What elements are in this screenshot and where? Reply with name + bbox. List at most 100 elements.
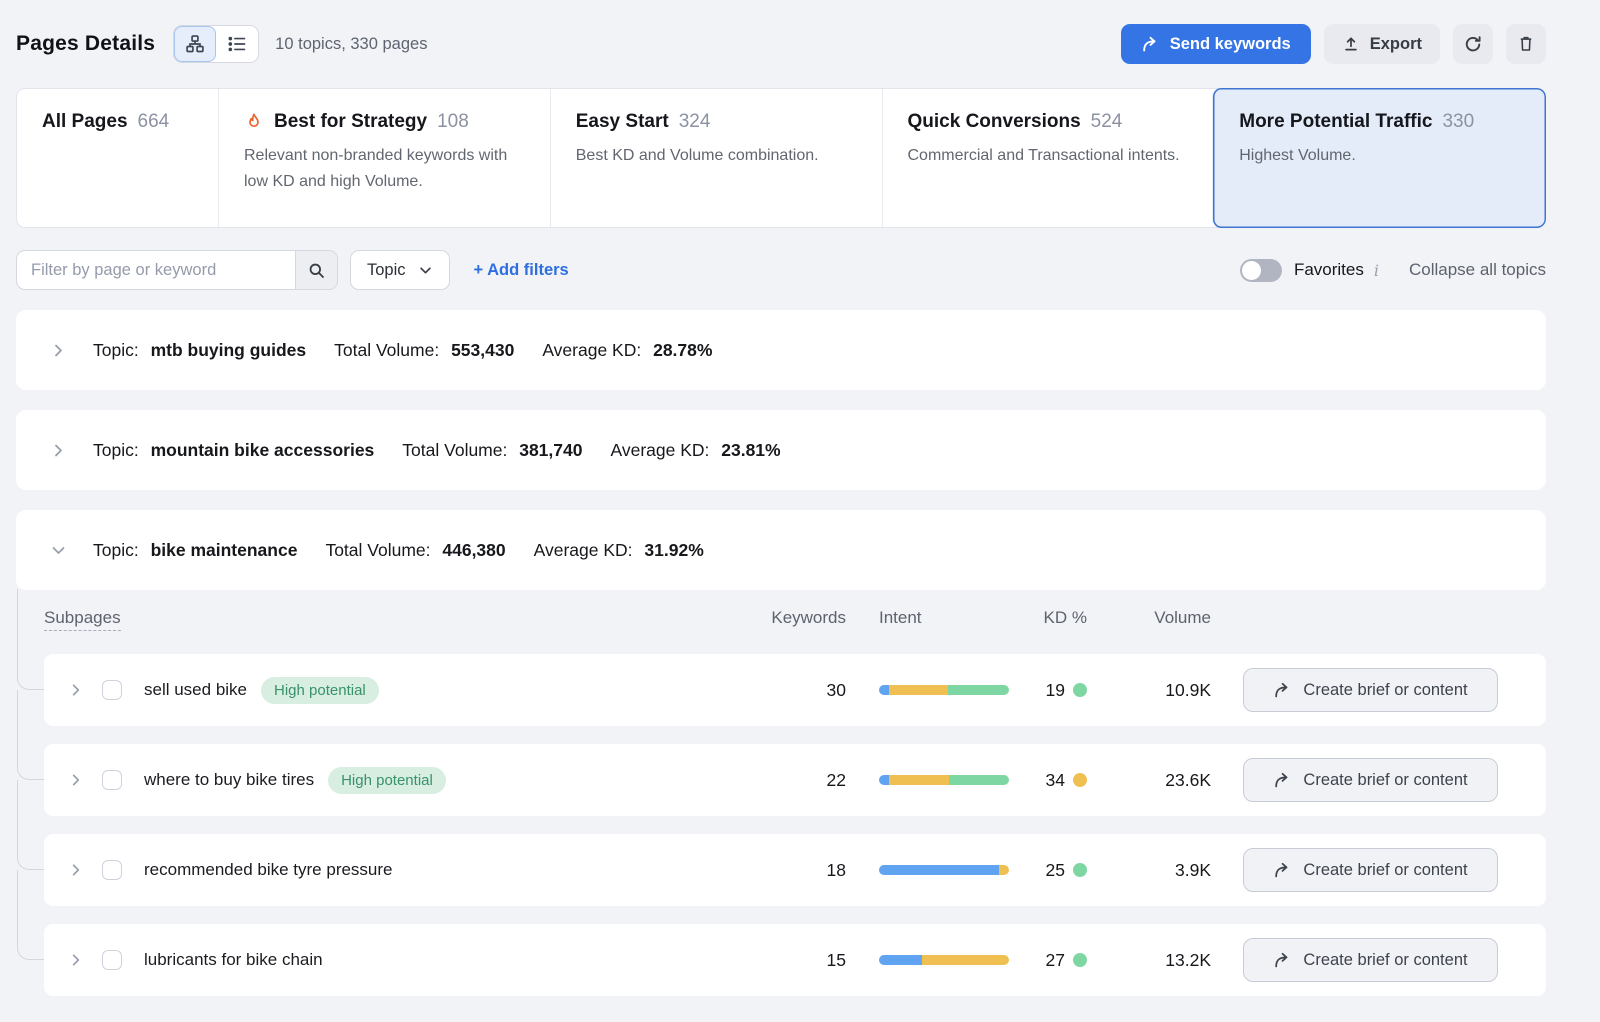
chevron-down-icon bbox=[50, 542, 67, 559]
topic-row-collapsed[interactable]: Topic: mtb buying guides Total Volume: 5… bbox=[16, 310, 1546, 390]
topic-name: Topic: bike maintenance bbox=[93, 539, 298, 560]
volume-value: 3.9K bbox=[1175, 859, 1211, 880]
intent-bar bbox=[879, 955, 1009, 965]
topic-row-expanded[interactable]: Topic: bike maintenance Total Volume: 44… bbox=[16, 510, 1546, 590]
topics-pages-summary: 10 topics, 330 pages bbox=[275, 34, 428, 53]
row-checkbox[interactable] bbox=[102, 860, 122, 880]
refresh-button[interactable] bbox=[1453, 24, 1493, 64]
row-expand-chevron-icon[interactable] bbox=[68, 772, 84, 788]
add-filters-link[interactable]: + Add filters bbox=[473, 260, 569, 279]
volume-value: 23.6K bbox=[1165, 769, 1211, 790]
subpage-name: sell used bike bbox=[144, 680, 248, 699]
tab-quick-conversions[interactable]: Quick Conversions 524 Commercial and Tra… bbox=[881, 89, 1214, 227]
export-button[interactable]: Export bbox=[1323, 24, 1440, 64]
tab-count: 330 bbox=[1442, 111, 1475, 132]
create-brief-button[interactable]: Create brief or content bbox=[1243, 848, 1498, 892]
chevron-right-icon bbox=[50, 342, 67, 359]
tab-count: 324 bbox=[678, 111, 711, 132]
tab-easy-start[interactable]: Easy Start 324 Best KD and Volume combin… bbox=[549, 89, 882, 227]
column-header-subpages: Subpages bbox=[44, 608, 121, 631]
column-header-volume: Volume bbox=[1154, 608, 1211, 627]
tab-all-pages[interactable]: All Pages 664 bbox=[17, 89, 218, 227]
create-brief-button[interactable]: Create brief or content bbox=[1243, 668, 1498, 712]
create-brief-button[interactable]: Create brief or content bbox=[1243, 938, 1498, 982]
export-label: Export bbox=[1369, 34, 1422, 53]
delete-button[interactable] bbox=[1506, 24, 1546, 64]
search-input[interactable] bbox=[17, 251, 295, 289]
intent-segment-blue bbox=[879, 865, 999, 875]
row-checkbox[interactable] bbox=[102, 770, 122, 790]
keywords-value: 22 bbox=[826, 769, 846, 790]
view-mode-switcher bbox=[173, 25, 260, 63]
tab-label: Quick Conversions bbox=[907, 111, 1081, 132]
tab-best-for-strategy[interactable]: Best for Strategy 108 Relevant non-brand… bbox=[218, 89, 550, 227]
subpage-name: lubricants for bike chain bbox=[144, 950, 323, 969]
tab-description: Highest Volume. bbox=[1239, 147, 1356, 164]
list-icon bbox=[227, 34, 247, 54]
chevron-right-icon bbox=[50, 442, 67, 459]
subpages-section: Subpages Keywords Intent KD % Volume sel… bbox=[16, 589, 1546, 996]
info-icon[interactable]: i bbox=[1373, 260, 1379, 280]
tab-label: Best for Strategy bbox=[274, 111, 428, 132]
send-arrow-icon bbox=[1273, 681, 1292, 700]
trash-icon bbox=[1517, 35, 1535, 53]
column-header-intent: Intent bbox=[879, 608, 922, 627]
tree-view-button[interactable] bbox=[174, 26, 217, 62]
topic-average-kd: Average KD: 23.81% bbox=[610, 439, 781, 460]
row-checkbox[interactable] bbox=[102, 680, 122, 700]
intent-segment-yellow bbox=[921, 955, 1009, 965]
tab-label: All Pages bbox=[42, 111, 128, 132]
create-brief-label: Create brief or content bbox=[1303, 860, 1468, 879]
kd-value: 27 bbox=[1045, 949, 1065, 970]
intent-bar bbox=[879, 685, 1009, 695]
row-expand-chevron-icon[interactable] bbox=[68, 862, 84, 878]
favorites-label: Favorites bbox=[1293, 260, 1364, 279]
tab-count: 108 bbox=[437, 111, 469, 132]
subpage-row-sell-used-bike: sell used bike High potential 30 19 10.9… bbox=[17, 589, 1546, 754]
hierarchy-icon bbox=[185, 34, 205, 54]
create-brief-button[interactable]: Create brief or content bbox=[1243, 758, 1498, 802]
high-potential-badge: High potential bbox=[261, 676, 379, 704]
collapse-all-topics-link[interactable]: Collapse all topics bbox=[1408, 260, 1546, 279]
kd-dot bbox=[1073, 863, 1087, 877]
topbar: Pages Details 10 topics, 330 pages Send … bbox=[16, 24, 1546, 64]
kd-value: 34 bbox=[1045, 769, 1065, 790]
intent-segment-blue bbox=[879, 955, 922, 965]
column-header-keywords: Keywords bbox=[771, 608, 846, 627]
subpage-name: where to buy bike tires bbox=[144, 770, 315, 789]
topic-average-kd: Average KD: 28.78% bbox=[542, 339, 713, 360]
search-button[interactable] bbox=[295, 251, 337, 289]
flame-icon bbox=[244, 112, 264, 132]
refresh-icon bbox=[1463, 34, 1483, 54]
topic-filter-dropdown[interactable]: Topic bbox=[350, 250, 450, 290]
row-expand-chevron-icon[interactable] bbox=[68, 682, 84, 698]
row-expand-chevron-icon[interactable] bbox=[68, 952, 84, 968]
keywords-value: 30 bbox=[826, 679, 846, 700]
column-header-kd: KD % bbox=[1043, 608, 1087, 627]
volume-value: 10.9K bbox=[1165, 679, 1211, 700]
tab-more-potential-traffic[interactable]: More Potential Traffic 330 Highest Volum… bbox=[1212, 88, 1546, 228]
kd-value: 25 bbox=[1045, 859, 1065, 880]
topics-list: Topic: mtb buying guides Total Volume: 5… bbox=[16, 310, 1546, 996]
row-checkbox[interactable] bbox=[102, 950, 122, 970]
send-keywords-label: Send keywords bbox=[1169, 34, 1291, 53]
high-potential-badge: High potential bbox=[328, 766, 446, 794]
kd-dot bbox=[1073, 773, 1087, 787]
send-keywords-button[interactable]: Send keywords bbox=[1120, 24, 1311, 64]
keywords-value: 15 bbox=[826, 949, 846, 970]
subpages-table-header: Subpages Keywords Intent KD % Volume bbox=[44, 590, 1546, 636]
export-icon bbox=[1342, 35, 1360, 53]
intent-bar bbox=[879, 865, 1009, 875]
list-view-button[interactable] bbox=[216, 26, 258, 62]
topic-total-volume: Total Volume: 553,430 bbox=[334, 339, 515, 360]
favorites-toggle[interactable] bbox=[1239, 258, 1282, 282]
filterbar-right: Favorites i Collapse all topics bbox=[1239, 258, 1546, 282]
toggle-knob bbox=[1241, 260, 1261, 280]
search-group bbox=[16, 250, 338, 290]
topic-row-collapsed[interactable]: Topic: mountain bike accessories Total V… bbox=[16, 410, 1546, 490]
send-arrow-icon bbox=[1141, 35, 1160, 54]
create-brief-label: Create brief or content bbox=[1303, 680, 1468, 699]
kd-value: 19 bbox=[1045, 679, 1065, 700]
keywords-value: 18 bbox=[826, 859, 846, 880]
tab-count: 664 bbox=[137, 111, 170, 132]
